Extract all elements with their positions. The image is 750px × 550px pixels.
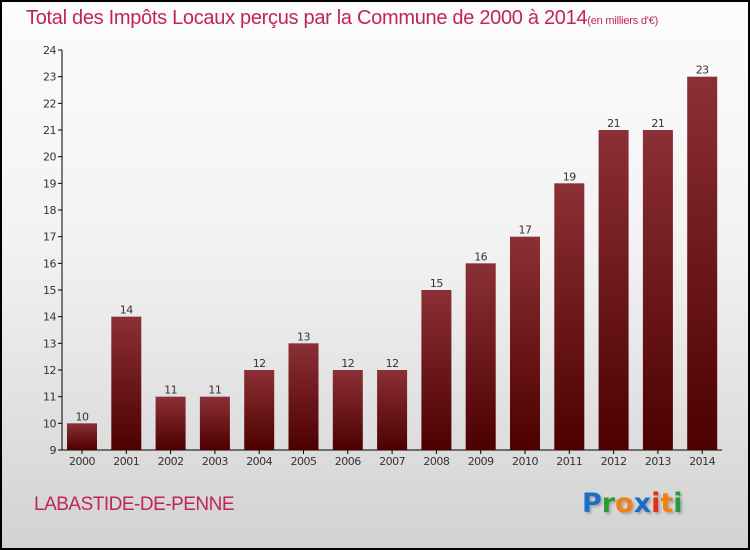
x-tick-label: 2014 bbox=[689, 455, 715, 468]
data-label: 21 bbox=[651, 117, 664, 130]
x-tick-label: 2012 bbox=[601, 455, 627, 468]
y-tick-label: 17 bbox=[43, 231, 56, 244]
x-tick-label: 2011 bbox=[556, 455, 582, 468]
bar-2005 bbox=[288, 343, 319, 450]
bar-2013 bbox=[642, 130, 673, 450]
y-tick-label: 15 bbox=[43, 284, 56, 297]
bar-2007 bbox=[377, 370, 408, 450]
y-tick-label: 18 bbox=[43, 204, 56, 217]
y-tick-label: 11 bbox=[43, 391, 56, 404]
y-tick-label: 20 bbox=[43, 151, 56, 164]
bar-2003 bbox=[199, 396, 230, 450]
data-label: 12 bbox=[253, 357, 266, 370]
bar-2000 bbox=[67, 423, 97, 450]
bar-2001 bbox=[111, 316, 142, 450]
x-tick-label: 2000 bbox=[69, 455, 95, 468]
data-label: 15 bbox=[430, 277, 443, 290]
data-label: 21 bbox=[607, 117, 620, 130]
logo-letter: P bbox=[582, 488, 602, 519]
y-tick-label: 23 bbox=[43, 71, 56, 84]
x-tick-label: 2003 bbox=[202, 455, 228, 468]
subtitle-text: (en milliers d'€) bbox=[587, 15, 659, 27]
x-tick-label: 2008 bbox=[423, 455, 449, 468]
chart-title: Total des Impôts Locaux perçus par la Co… bbox=[26, 6, 741, 33]
logo-letter: t bbox=[660, 488, 674, 519]
bar-2009 bbox=[465, 263, 496, 450]
x-tick-label: 2002 bbox=[158, 455, 184, 468]
data-label: 17 bbox=[519, 224, 532, 237]
commune-name: LABASTIDE-DE-PENNE bbox=[34, 494, 235, 515]
data-label: 19 bbox=[563, 170, 576, 183]
bar-2008 bbox=[421, 290, 452, 450]
bar-2002 bbox=[155, 396, 186, 450]
bar-2012 bbox=[598, 130, 629, 450]
logo-letter: i bbox=[651, 488, 661, 519]
x-tick-label: 2004 bbox=[246, 455, 272, 468]
logo-letter: i bbox=[673, 488, 683, 519]
proxiti-logo: Proxiti bbox=[582, 488, 683, 519]
x-tick-label: 2007 bbox=[379, 455, 405, 468]
data-label: 10 bbox=[76, 410, 89, 423]
y-tick-label: 13 bbox=[43, 337, 56, 350]
data-label: 16 bbox=[474, 250, 487, 263]
logo-letter: o bbox=[615, 488, 634, 519]
x-tick-label: 2010 bbox=[512, 455, 538, 468]
bar-2006 bbox=[332, 370, 363, 450]
y-tick-label: 19 bbox=[43, 177, 56, 190]
x-tick-label: 2009 bbox=[468, 455, 494, 468]
data-label: 13 bbox=[297, 330, 310, 343]
y-tick-label: 14 bbox=[43, 311, 56, 324]
y-tick-label: 12 bbox=[43, 364, 56, 377]
x-tick-label: 2001 bbox=[113, 455, 139, 468]
y-tick-label: 10 bbox=[43, 417, 56, 430]
y-tick-label: 24 bbox=[43, 44, 56, 57]
x-tick-label: 2006 bbox=[335, 455, 361, 468]
bar-2014 bbox=[687, 76, 718, 451]
data-label: 12 bbox=[386, 357, 399, 370]
data-label: 23 bbox=[696, 64, 709, 77]
y-tick-label: 22 bbox=[43, 97, 56, 110]
logo-letter: x bbox=[633, 488, 652, 519]
data-label: 11 bbox=[208, 384, 221, 397]
x-tick-label: 2013 bbox=[645, 455, 671, 468]
bar-2010 bbox=[510, 236, 540, 450]
x-tick-label: 2005 bbox=[291, 455, 317, 468]
y-tick-label: 16 bbox=[43, 257, 56, 270]
title-text: Total des Impôts Locaux perçus par la Co… bbox=[26, 7, 588, 29]
data-label: 14 bbox=[120, 304, 133, 317]
data-label: 12 bbox=[341, 357, 354, 370]
data-label: 11 bbox=[164, 384, 177, 397]
y-tick-label: 9 bbox=[50, 444, 57, 457]
logo-letter: r bbox=[601, 488, 616, 519]
bar-2004 bbox=[244, 370, 275, 450]
y-tick-label: 21 bbox=[43, 124, 56, 137]
bar-2011 bbox=[554, 183, 585, 451]
